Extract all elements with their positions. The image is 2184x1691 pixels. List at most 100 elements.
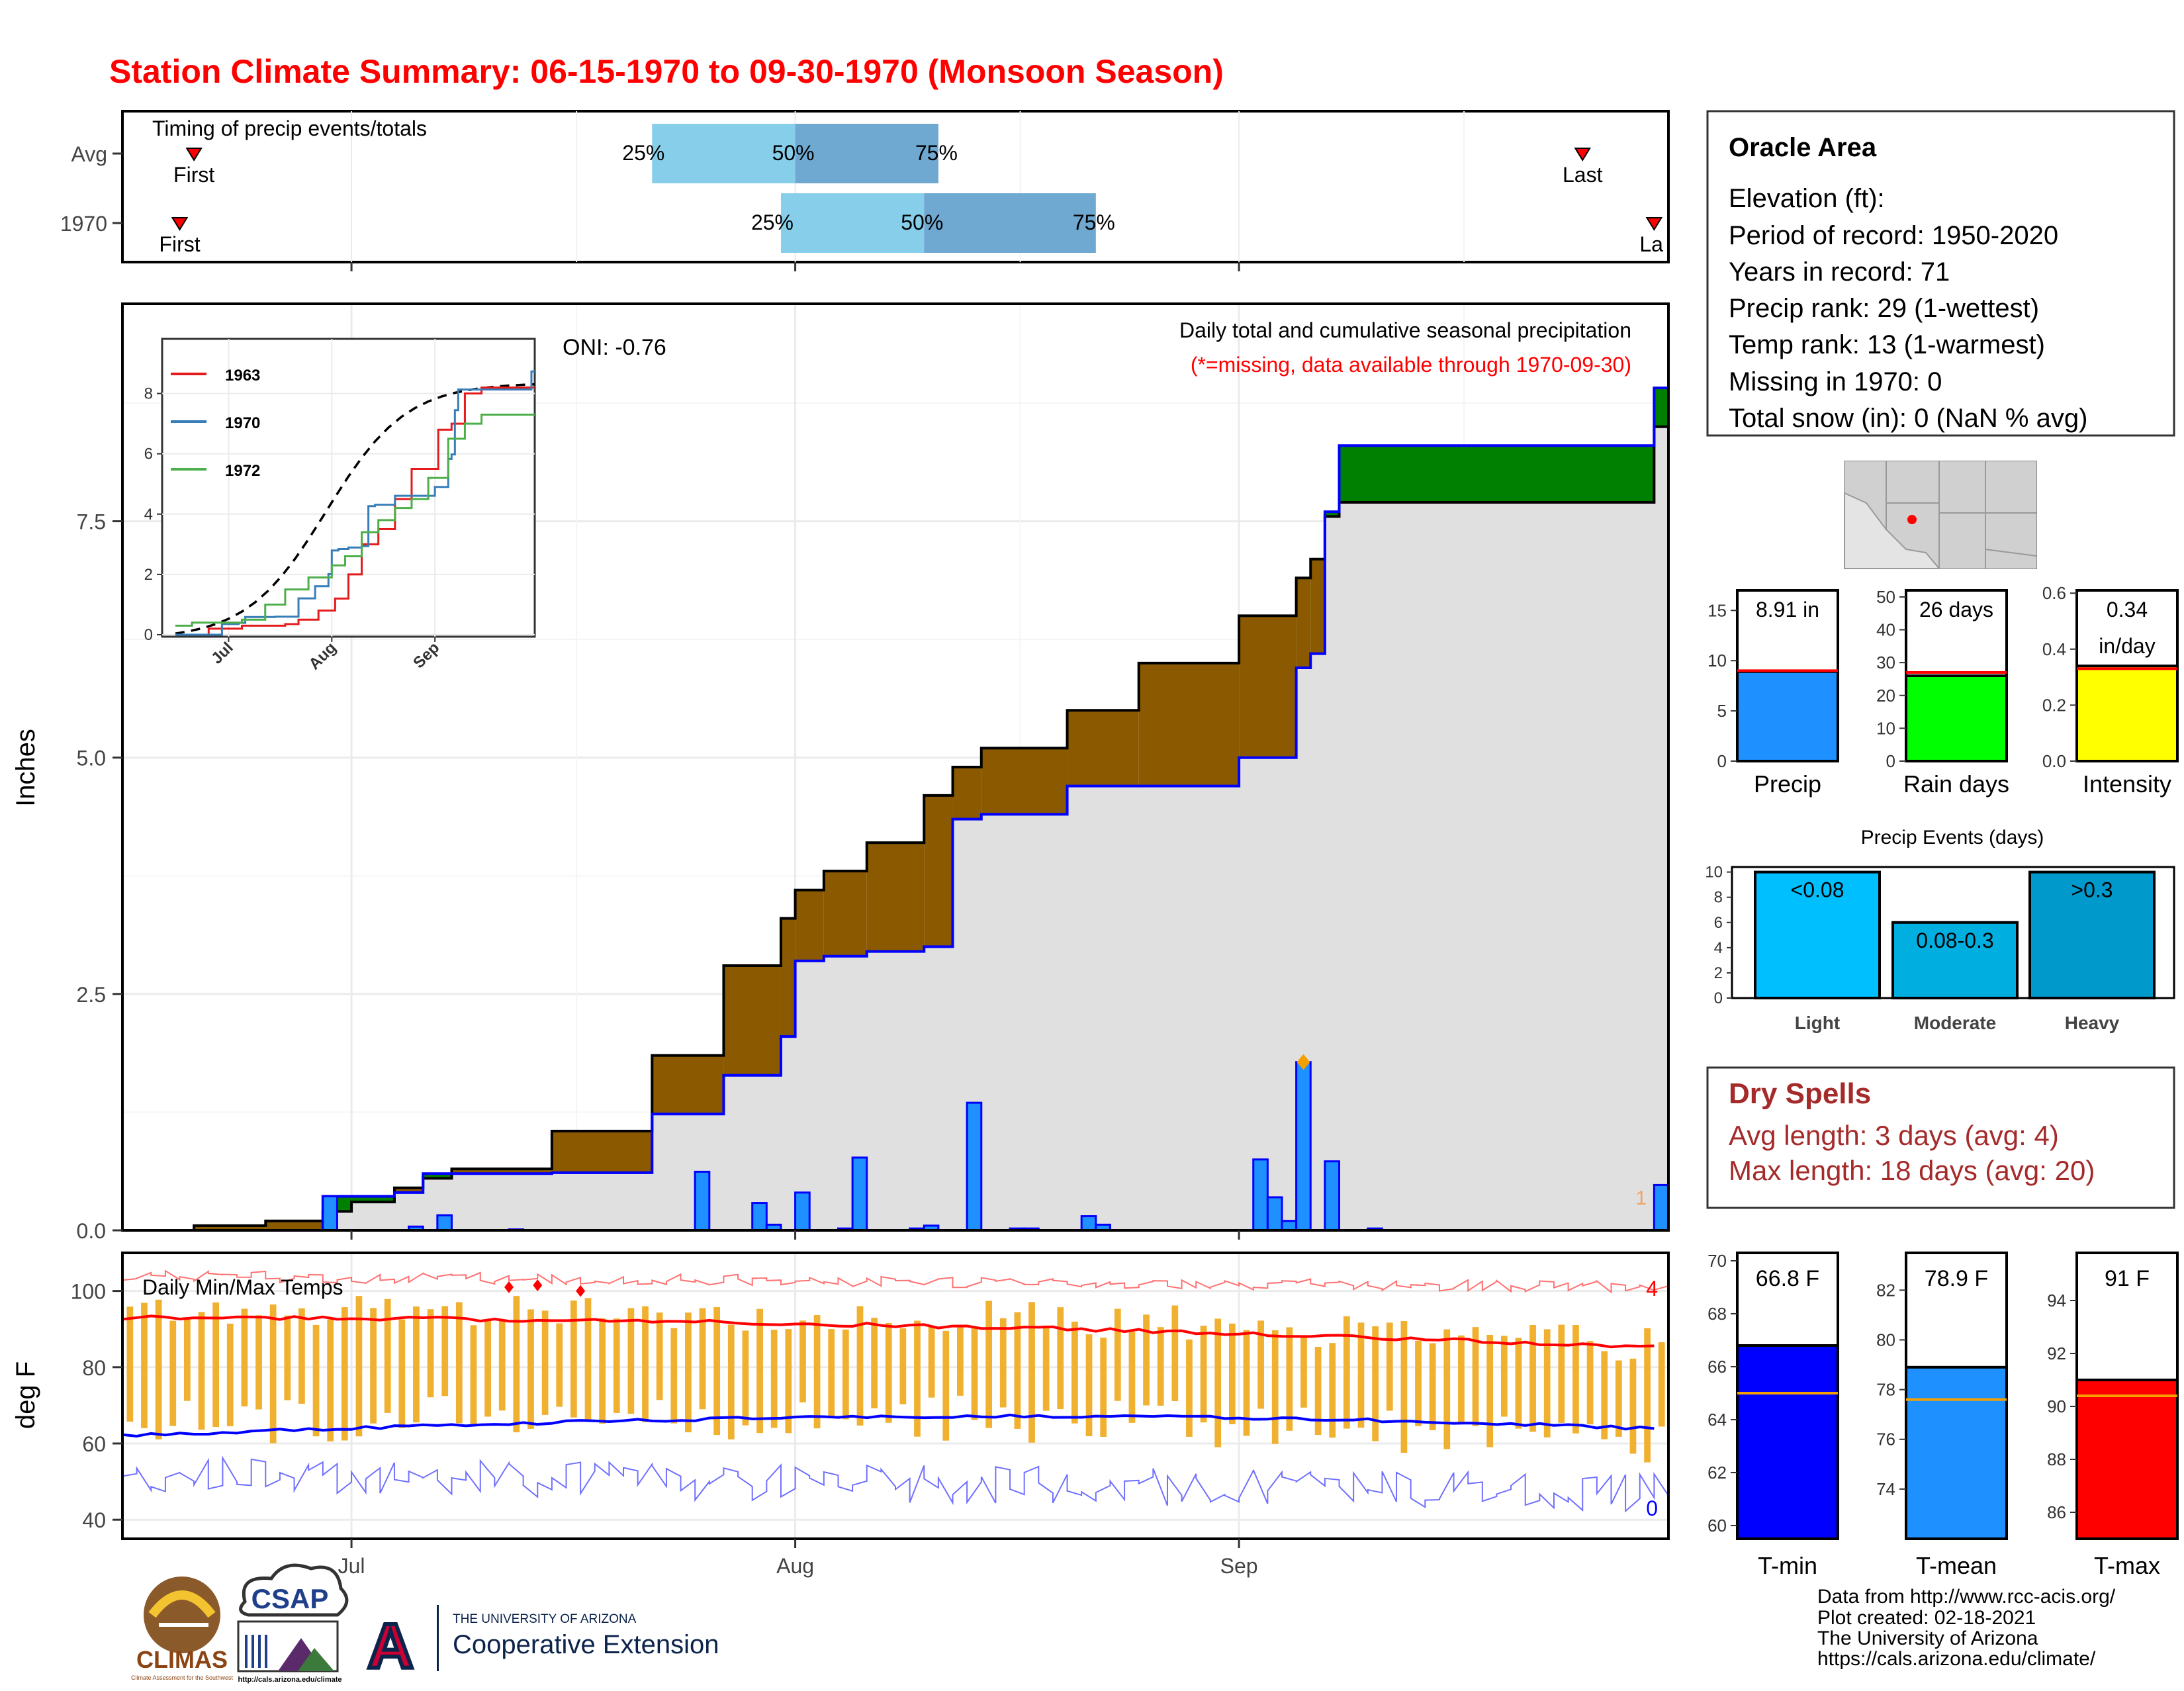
temp-bar-label: T-mean (1916, 1552, 1997, 1579)
inset-y-tick-label: 2 (144, 566, 153, 584)
daily-temp-bar (742, 1330, 749, 1426)
credit-university: The University of Arizona (1817, 1627, 2038, 1649)
daily-temp-bar (813, 1315, 821, 1429)
climas-subtitle: Climate Assessment for the Southwest (131, 1674, 234, 1681)
daily-precip-bar (1281, 1220, 1298, 1232)
deficit-segment (1138, 663, 1240, 786)
season-mini-bars: 8.91 in 0 5 10 15 Precip 26 days 0 10 20 30 40 50 Rai… (1707, 583, 2179, 798)
last-event-marker (1574, 148, 1592, 161)
csap-logo: CSAP http://cals.arizona.edu/climate (237, 1563, 349, 1684)
temp-bar-value-label: 78.9 F (1925, 1266, 1988, 1291)
deficit-segment (823, 871, 867, 956)
timing-panel: 25% 50% 75% First Last 25% 50% 75% First La Timin… (60, 110, 1670, 271)
temp-bar-y-tick-label: 94 (2047, 1291, 2066, 1310)
daily-temp-bar (141, 1303, 148, 1428)
daily-temp-bar (713, 1307, 721, 1436)
daily-precip-bar (751, 1202, 768, 1232)
quantile-label-25: 25% (622, 141, 664, 165)
daily-temp-bar (1415, 1340, 1422, 1426)
daily-temp-bar (513, 1296, 520, 1433)
daily-temp-bar (1443, 1329, 1451, 1449)
daily-temp-bar (642, 1306, 649, 1422)
daily-temp-bar (1085, 1334, 1093, 1437)
first-event-marker (185, 148, 203, 161)
ua-top-line: THE UNIVERSITY OF ARIZONA (453, 1612, 637, 1626)
daily-temp-bar (1372, 1326, 1379, 1441)
daily-temp-bar (370, 1308, 377, 1424)
daily-temp-bar (1214, 1318, 1222, 1447)
event-bar-label: <0.08 (1791, 878, 1844, 902)
temp-bar-y-tick-label: 86 (2047, 1502, 2066, 1522)
deficit-segment (1067, 710, 1139, 786)
daily-temp-bar (498, 1320, 506, 1411)
quantile-box-upper (924, 193, 1096, 253)
temp-bar-y-tick-label: 70 (1707, 1251, 1727, 1271)
inset-y-tick-label: 4 (144, 506, 153, 524)
daily-temp-bar (269, 1304, 277, 1443)
daily-precip-bar (851, 1156, 868, 1232)
daily-temp-bar (1515, 1338, 1522, 1429)
quantile-box-lower (652, 124, 796, 183)
mini-bar-value-label: 8.91 in (1756, 598, 1819, 621)
inset-line-1963 (175, 386, 535, 636)
climas-logo: CLIMAS Climate Assessment for the Southw… (131, 1577, 234, 1681)
quantile-label-25: 25% (751, 210, 794, 234)
temp-summary-bars: 66.8 F 60 62 64 66 68 70 T-min 78.9 F 74 76 78 80 82 T… (1707, 1251, 2179, 1579)
daily-temp-bar (842, 1329, 849, 1420)
credit-url: https://cals.arizona.edu/climate/ (1817, 1648, 2096, 1670)
daily-temp-bar (656, 1312, 663, 1400)
record-high-marker (504, 1281, 514, 1293)
daily-temp-bar (527, 1309, 534, 1429)
daily-temp-bar (470, 1325, 477, 1424)
daily-precip-bar (1324, 1160, 1341, 1232)
temp-y-ticks: 40 60 80 100 (71, 1280, 122, 1532)
quantile-box-upper (795, 124, 938, 183)
daily-temp-bar (685, 1312, 692, 1433)
daily-temp-bar (1644, 1328, 1651, 1463)
inset-legend: 1963 1970 1972 (171, 367, 260, 480)
inset-lines (175, 370, 535, 636)
max-daily-marker (1297, 1054, 1310, 1070)
inset-legend-label: 1970 (225, 414, 260, 432)
daily-temp-bar (441, 1306, 449, 1396)
event-category-label: Moderate (1914, 1013, 1996, 1033)
daily-temp-bar (455, 1302, 463, 1424)
inset-y-tick-label: 6 (144, 445, 153, 463)
daily-temp-bar (212, 1302, 219, 1428)
mini-bar-value-unit: in/day (2099, 634, 2155, 658)
daily-temp-bar (1486, 1334, 1494, 1447)
deficit-segment (1239, 616, 1297, 758)
daily-temp-bar (1100, 1338, 1107, 1437)
year-cumulative-line (122, 387, 1668, 1232)
csap-wordmark: CSAP (251, 1583, 329, 1614)
daily-temp-bar (1171, 1305, 1179, 1401)
deficit-segment (194, 1225, 266, 1230)
temp-x-ticks: Jul Aug Sep (338, 1539, 1258, 1578)
deficit-segment (394, 1187, 424, 1193)
mini-bar-y-tick-label: 0.4 (2042, 639, 2066, 659)
timing-content: 25% 50% 75% First Last 25% 50% 75% First La (113, 124, 1663, 271)
daily-temp-bar (599, 1318, 606, 1424)
daily-temp-bar (1601, 1351, 1608, 1440)
daily-temp-bar (699, 1308, 706, 1410)
precip-y-tick-label: 0.0 (77, 1219, 106, 1243)
daily-temp-bar (799, 1320, 806, 1402)
temp-bar-y-tick-label: 92 (2047, 1344, 2066, 1363)
daily-temp-bar (928, 1326, 935, 1398)
daily-precip-bar (1080, 1215, 1097, 1232)
first-event-label: First (173, 163, 214, 187)
daily-temp-bar (298, 1308, 305, 1404)
daily-temp-bar (1558, 1324, 1565, 1423)
dry-spells-avg: Avg length: 3 days (avg: 4) (1729, 1120, 2059, 1151)
daily-temp-bar (770, 1330, 778, 1428)
temp-count-max: 4 (1646, 1277, 1658, 1301)
daily-temp-bar (914, 1320, 921, 1437)
daily-temp-bar (427, 1309, 434, 1398)
daily-temp-bar (785, 1329, 792, 1434)
temp-bar-y-tick-label: 78 (1876, 1380, 1895, 1400)
mini-bar-value (1905, 674, 2008, 762)
ua-logo: A THE UNIVERSITY OF ARIZONA Cooperative … (365, 1605, 719, 1684)
